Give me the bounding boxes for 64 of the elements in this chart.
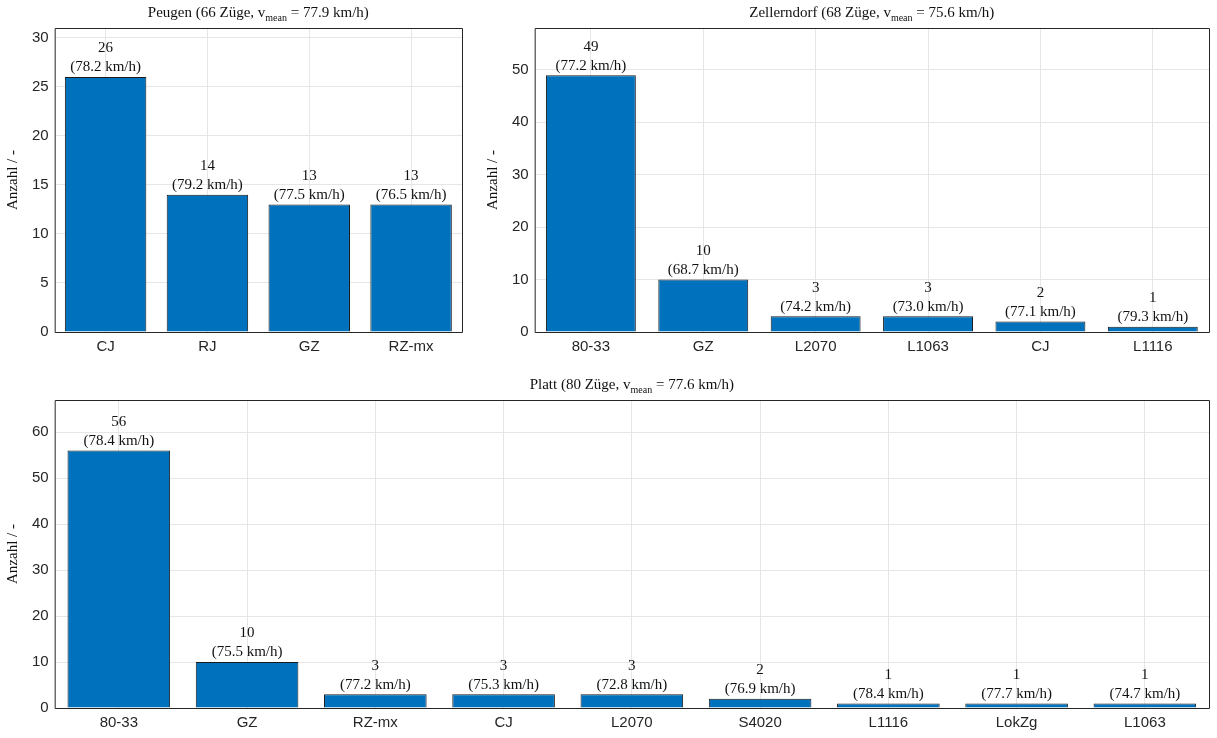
y-tick-label: 10	[32, 224, 49, 242]
y-tick-label: 20	[512, 217, 529, 235]
x-tick-label: RZ-mx	[388, 337, 435, 355]
data-label: 2 (77.1 km/h)	[1005, 283, 1076, 320]
data-label: 14 (79.2 km/h)	[172, 157, 243, 194]
chart-title: Peugen (66 Züge, v$_{mean}$ = 77.9 km/h)	[146, 4, 370, 23]
x-tick-label: L1063	[1124, 713, 1166, 731]
y-tick-label: 5	[40, 273, 49, 291]
y-tick-label: 60	[32, 422, 49, 440]
y-tick-label: 25	[32, 76, 49, 94]
y-axis-title: Anzahl / -	[3, 524, 20, 584]
y-tick-label: 30	[32, 560, 49, 578]
y-tick-label: 30	[32, 27, 49, 45]
x-tick-label: S4020	[738, 713, 782, 731]
y-tick-label: 40	[32, 514, 49, 532]
y-tick-label: 10	[32, 652, 49, 670]
x-tick-label: RZ-mx	[352, 713, 399, 731]
y-axis-title: Anzahl / -	[483, 150, 500, 210]
data-label: 13 (77.5 km/h)	[273, 166, 345, 203]
data-label: 26 (78.2 km/h)	[70, 39, 142, 76]
x-tick-label: L1063	[907, 337, 949, 355]
data-label: 56 (78.4 km/h)	[83, 413, 155, 449]
y-tick-label: 0	[40, 322, 49, 340]
data-label: 10 (75.5 km/h)	[211, 624, 283, 661]
x-tick-label: GZ	[298, 337, 320, 355]
x-tick-label: 80-33	[99, 713, 138, 731]
y-tick-label: 40	[512, 112, 529, 130]
x-tick-label: CJ	[1031, 337, 1050, 355]
data-label: 3 (73.0 km/h)	[892, 278, 964, 315]
data-label: 3 (74.2 km/h)	[780, 278, 852, 315]
x-tick-label: CJ	[494, 713, 513, 731]
data-label: 3 (75.3 km/h)	[468, 656, 539, 693]
x-tick-label: L1116	[1133, 337, 1173, 355]
y-tick-label: 0	[520, 322, 529, 340]
y-tick-label: 50	[512, 60, 529, 78]
chart-title: Platt (80 Züge, v$_{mean}$ = 77.6 km/h)	[528, 376, 735, 395]
y-tick-label: 30	[512, 164, 529, 182]
x-tick-label: L2070	[794, 337, 837, 355]
x-tick-label: RJ	[198, 337, 217, 355]
chart-title: Zellerndorf (68 Züge, v$_{mean}$ = 75.6 km/h)	[748, 4, 996, 23]
data-label: 1 (74.7 km/h)	[1109, 665, 1181, 702]
x-tick-label: 80-33	[571, 337, 611, 355]
data-label: 2 (76.9 km/h)	[724, 661, 796, 698]
x-tick-label: GZ	[236, 713, 258, 731]
data-label: 1 (77.7 km/h)	[981, 665, 1053, 702]
data-label: 3 (77.2 km/h)	[339, 656, 411, 693]
x-tick-label: LokZg	[995, 713, 1038, 731]
x-tick-label: GZ	[692, 337, 714, 355]
y-axis-title: Anzahl / -	[3, 150, 20, 210]
y-tick-label: 10	[512, 269, 529, 287]
x-tick-label: L2070	[610, 713, 653, 731]
y-tick-label: 0	[40, 698, 49, 716]
x-tick-label: L1116	[868, 713, 909, 731]
y-tick-label: 20	[32, 606, 49, 624]
y-tick-label: 50	[32, 468, 49, 486]
data-label: 3 (72.8 km/h)	[596, 656, 668, 693]
y-tick-label: 15	[32, 175, 49, 193]
y-tick-label: 20	[32, 126, 49, 144]
data-label: 13 (76.5 km/h)	[375, 166, 447, 203]
data-label: 49 (77.2 km/h)	[555, 37, 627, 74]
x-tick-label: CJ	[96, 337, 115, 355]
data-label: 10 (68.7 km/h)	[667, 242, 739, 279]
data-label: 1 (78.4 km/h)	[852, 665, 924, 702]
data-label: 1 (79.3 km/h)	[1117, 289, 1189, 326]
